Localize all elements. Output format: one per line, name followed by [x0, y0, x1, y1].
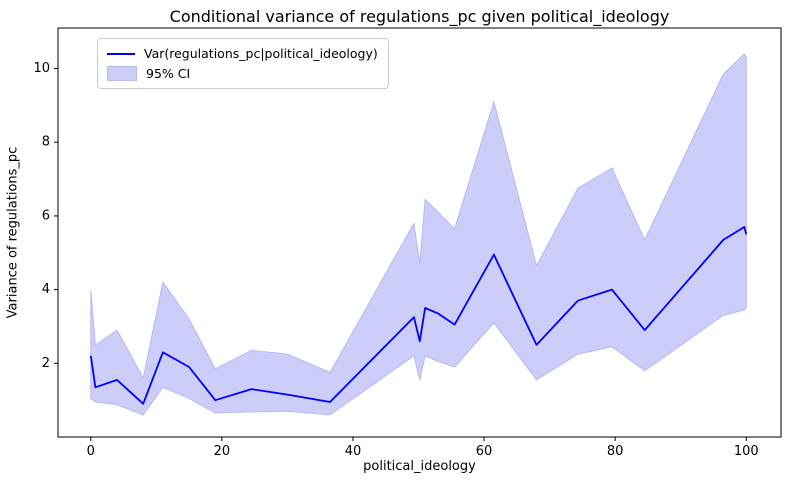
- legend-patch-swatch: [107, 66, 137, 81]
- legend-item-ci: 95% CI: [107, 66, 378, 81]
- x-tick-60-label: 60: [476, 444, 493, 459]
- legend: Var(regulations_pc|political_ideology) 9…: [97, 38, 389, 89]
- axes-box: [57, 27, 782, 438]
- ci-band: [90, 53, 747, 416]
- x-tick-0-label: 0: [87, 444, 95, 459]
- y-tick-2-label: 2: [42, 356, 50, 371]
- x-tick-40-label: 40: [345, 444, 362, 459]
- legend-line-swatch: [107, 52, 135, 55]
- chart-title: Conditional variance of regulations_pc g…: [169, 7, 670, 26]
- y-tick-4-label: 4: [42, 282, 50, 297]
- x-tick-100-label: 100: [734, 444, 759, 459]
- legend-item-variance-line: Var(regulations_pc|political_ideology): [107, 46, 378, 61]
- x-axis-label: political_ideology: [363, 459, 476, 474]
- legend-label: Var(regulations_pc|political_ideology): [144, 46, 378, 61]
- x-tick-20-label: 20: [214, 444, 231, 459]
- x-axis-ticks: 0 20 40 60 80 100: [87, 437, 759, 459]
- y-axis-label: Variance of regulations_pc: [5, 146, 21, 319]
- legend-label: 95% CI: [146, 66, 191, 81]
- y-axis-ticks: 2 4 6 8 10: [33, 61, 58, 371]
- y-tick-8-label: 8: [42, 135, 50, 150]
- x-tick-80-label: 80: [607, 444, 624, 459]
- y-tick-6-label: 6: [42, 208, 50, 223]
- variance-line: [89, 226, 748, 405]
- y-tick-10-label: 10: [33, 61, 50, 76]
